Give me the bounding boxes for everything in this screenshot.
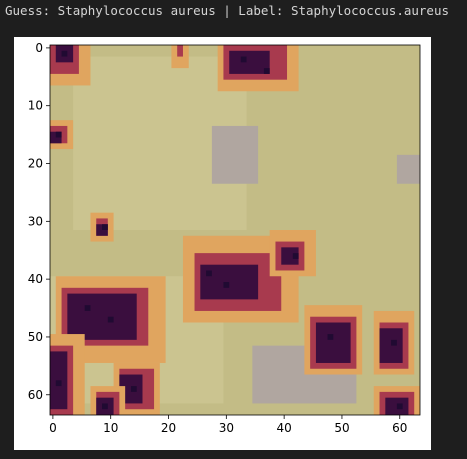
lavender-patch (211, 125, 259, 184)
dark-pixel (107, 316, 114, 323)
dark-pixel (130, 386, 137, 392)
x-tick-label: 0 (49, 421, 57, 435)
x-tick-label: 10 (103, 421, 118, 435)
output-caption: Guess: Staphylococcus aureus | Label: St… (5, 3, 450, 18)
dark-pixel (84, 305, 91, 311)
image-layer (50, 45, 420, 415)
dark-pixel (240, 56, 247, 63)
y-tick-label: 0 (35, 41, 43, 55)
dark-pixel (102, 224, 108, 230)
cluster-core (281, 247, 299, 265)
dark-pixel (61, 50, 68, 57)
dark-pixel (102, 403, 108, 410)
dark-pixel (55, 380, 62, 387)
x-tick-label: 20 (161, 421, 176, 435)
lavender-patch (396, 154, 420, 184)
axes-frame (49, 44, 421, 416)
dark-pixel (55, 131, 62, 138)
cluster-core (67, 293, 137, 340)
y-axis: 0 10 20 30 40 50 60 (28, 41, 50, 402)
y-tick-label: 30 (28, 214, 43, 228)
cluster-core (229, 50, 270, 74)
dark-pixel (391, 339, 397, 346)
y-tick-label: 10 (28, 99, 43, 113)
x-tick-label: 60 (392, 421, 407, 435)
dark-pixel (327, 334, 334, 340)
y-tick-label: 60 (28, 388, 43, 402)
x-axis: 0 10 20 30 40 50 60 (49, 415, 407, 435)
dark-pixel (206, 270, 212, 277)
cluster-core (315, 322, 351, 363)
dark-pixel (263, 68, 270, 74)
y-tick-label: 20 (28, 157, 43, 171)
x-tick-label: 40 (277, 421, 292, 435)
dark-pixel (292, 253, 299, 259)
x-tick-label: 30 (219, 421, 234, 435)
figure-canvas: 0 10 20 30 40 50 60 0 10 20 30 40 50 60 (14, 37, 431, 450)
image-plot: 0 10 20 30 40 50 60 0 10 20 30 40 50 60 (28, 41, 421, 435)
y-tick-label: 40 (28, 272, 43, 286)
dark-pixel (396, 403, 403, 410)
dark-pixel (223, 282, 230, 288)
y-tick-label: 50 (28, 330, 43, 344)
cluster-body (177, 45, 183, 57)
x-tick-label: 50 (334, 421, 349, 435)
